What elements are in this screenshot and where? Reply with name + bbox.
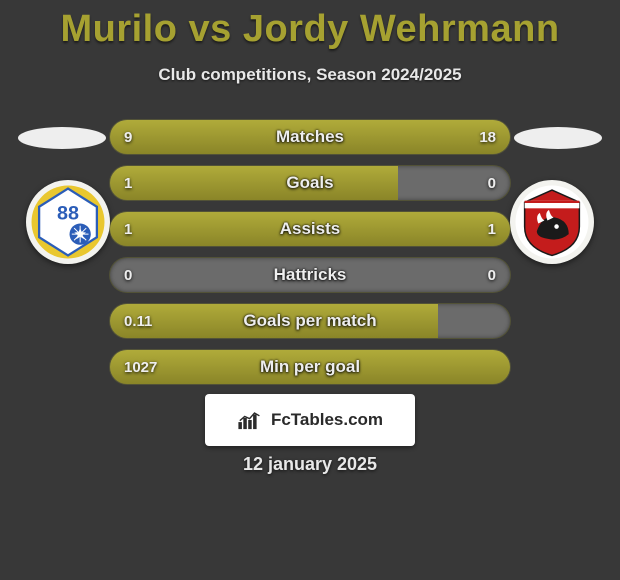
date-label: 12 january 2025 [0, 454, 620, 475]
bar-right [242, 120, 510, 154]
bar-left [110, 304, 438, 338]
value-right: 0 [488, 166, 496, 200]
bar-left [110, 212, 310, 246]
stat-row: 0 0Hattricks [110, 258, 510, 292]
fctables-logo-icon [237, 409, 265, 431]
value-right: 0 [488, 258, 496, 292]
bar-left [110, 120, 242, 154]
brand-box: FcTables.com [205, 394, 415, 446]
country-ellipse-left [18, 127, 106, 149]
stat-row: 10Goals [110, 166, 510, 200]
subtitle: Club competitions, Season 2024/2025 [0, 65, 620, 85]
barito-crest-icon: 88 [30, 184, 106, 260]
page-title: Murilo vs Jordy Wehrmann [0, 0, 620, 51]
stat-row: 1027Min per goal [110, 350, 510, 384]
stat-row: 0.11Goals per match [110, 304, 510, 338]
stat-row: 11Assists [110, 212, 510, 246]
stat-label: Hattricks [110, 258, 510, 292]
brand-text: FcTables.com [271, 410, 383, 430]
team-crest-right [510, 180, 594, 264]
team-crest-left: 88 [26, 180, 110, 264]
value-left: 0 [124, 258, 132, 292]
stat-row: 918Matches [110, 120, 510, 154]
bar-left [110, 350, 510, 384]
comparison-chart: 918Matches10Goals11Assists00Hattricks0.1… [110, 120, 510, 396]
madura-crest-icon [514, 184, 590, 260]
svg-text:88: 88 [57, 203, 79, 225]
bar-left [110, 166, 398, 200]
country-ellipse-right [514, 127, 602, 149]
bar-right [310, 212, 510, 246]
